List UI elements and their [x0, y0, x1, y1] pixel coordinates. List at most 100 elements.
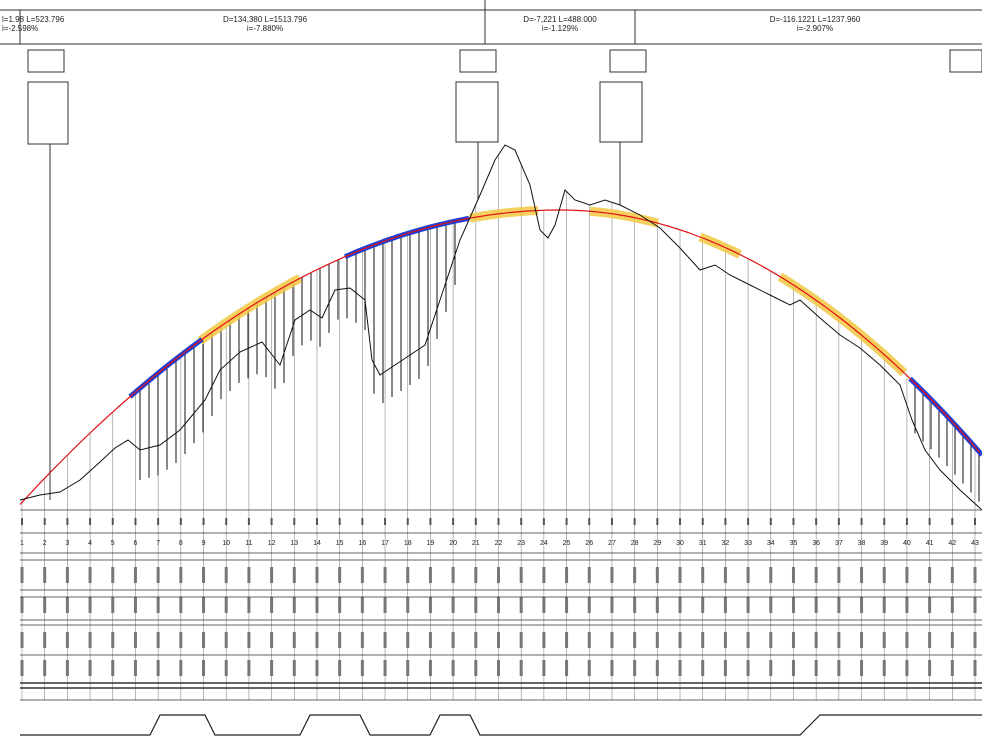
table-cell-text	[66, 632, 69, 648]
table-cell-text	[338, 567, 341, 583]
station-number: 20	[449, 540, 457, 547]
station-number: 29	[653, 540, 661, 547]
table-cell-text	[338, 660, 341, 676]
table-cell-text	[769, 660, 772, 676]
row-tick	[929, 518, 931, 525]
row-tick	[951, 518, 953, 525]
station-number: 21	[472, 540, 480, 547]
table-cell-text	[860, 660, 863, 676]
station-number: 38	[858, 540, 866, 547]
table-cell-text	[610, 660, 613, 676]
table-cell-text	[679, 660, 682, 676]
table-cell-text	[610, 632, 613, 648]
row-tick	[89, 518, 91, 525]
station-number: 23	[517, 540, 525, 547]
table-cell-text	[21, 567, 24, 583]
station-number: 30	[676, 540, 684, 547]
segment-grade: i=-2.598%	[2, 24, 38, 33]
table-cell-text	[270, 660, 273, 676]
table-cell-text	[66, 567, 69, 583]
table-cell-text	[928, 660, 931, 676]
row-tick	[271, 518, 273, 525]
table-cell-text	[905, 597, 908, 613]
table-cell-text	[21, 660, 24, 676]
table-cell-text	[315, 597, 318, 613]
table-cell-text	[701, 597, 704, 613]
table-cell-text	[792, 567, 795, 583]
table-cell-text	[542, 597, 545, 613]
table-cell-text	[747, 597, 750, 613]
station-number: 41	[926, 540, 934, 547]
table-cell-text	[928, 567, 931, 583]
table-cell-text	[883, 660, 886, 676]
table-cell-text	[588, 660, 591, 676]
station-number: 1	[20, 540, 24, 547]
table-cell-text	[474, 567, 477, 583]
table-cell-text	[225, 567, 228, 583]
table-cell-text	[769, 597, 772, 613]
table-cell-text	[111, 660, 114, 676]
table-cell-text	[905, 567, 908, 583]
table-cell-text	[565, 660, 568, 676]
row-tick	[407, 518, 409, 525]
table-cell-text	[883, 567, 886, 583]
table-cell-text	[974, 567, 977, 583]
table-cell-text	[679, 632, 682, 648]
row-tick	[861, 518, 863, 525]
row-tick	[906, 518, 908, 525]
station-number: 17	[381, 540, 389, 547]
station-number: 7	[156, 540, 160, 547]
background	[0, 0, 982, 751]
table-cell-text	[974, 597, 977, 613]
table-cell-text	[951, 597, 954, 613]
row-tick	[225, 518, 227, 525]
table-cell-text	[633, 567, 636, 583]
table-cell-text	[179, 632, 182, 648]
table-cell-text	[837, 632, 840, 648]
table-cell-text	[157, 632, 160, 648]
table-cell-text	[315, 660, 318, 676]
station-number: 2	[43, 540, 47, 547]
table-cell-text	[225, 632, 228, 648]
table-cell-text	[542, 660, 545, 676]
station-number: 19	[427, 540, 435, 547]
table-cell-text	[928, 597, 931, 613]
station-number: 33	[744, 540, 752, 547]
segment-grade: i=-2.907%	[797, 24, 833, 33]
row-tick	[316, 518, 318, 525]
table-cell-text	[610, 597, 613, 613]
table-cell-text	[951, 660, 954, 676]
row-tick	[498, 518, 500, 525]
table-cell-text	[974, 632, 977, 648]
table-cell-text	[202, 567, 205, 583]
station-number: 36	[812, 540, 820, 547]
table-cell-text	[724, 567, 727, 583]
table-cell-text	[134, 597, 137, 613]
table-cell-text	[520, 660, 523, 676]
table-cell-text	[43, 597, 46, 613]
table-cell-text	[247, 567, 250, 583]
station-number: 42	[948, 540, 956, 547]
table-cell-text	[837, 567, 840, 583]
table-cell-text	[384, 632, 387, 648]
profile-drawing: l=1.98 L=523.796 i=-2.598% D=134,380 L=1…	[0, 0, 982, 751]
table-cell-text	[497, 567, 500, 583]
table-cell-text	[474, 660, 477, 676]
table-cell-text	[474, 597, 477, 613]
table-cell-text	[474, 632, 477, 648]
row-tick	[770, 518, 772, 525]
table-cell-text	[520, 567, 523, 583]
segment-length: D=-7,221 L=488.000	[523, 15, 597, 24]
table-cell-text	[315, 632, 318, 648]
station-number: 12	[268, 540, 276, 547]
station-number: 15	[336, 540, 344, 547]
table-cell-text	[792, 660, 795, 676]
table-cell-text	[860, 632, 863, 648]
station-number: 18	[404, 540, 412, 547]
station-number: 37	[835, 540, 843, 547]
table-cell-text	[315, 567, 318, 583]
table-cell-text	[270, 567, 273, 583]
table-cell-text	[565, 567, 568, 583]
table-cell-text	[43, 632, 46, 648]
row-tick	[293, 518, 295, 525]
